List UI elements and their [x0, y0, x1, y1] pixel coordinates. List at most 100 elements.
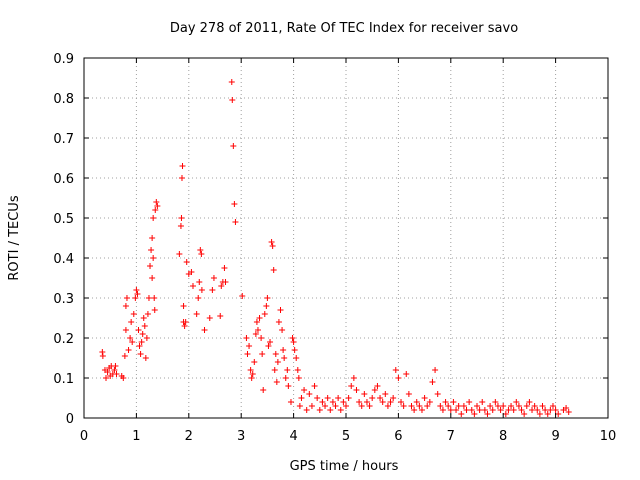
data-point: [195, 295, 202, 301]
data-point: [476, 407, 483, 413]
data-point: [291, 347, 298, 353]
data-point: [201, 327, 208, 333]
data-point: [254, 327, 261, 333]
data-point: [243, 335, 250, 341]
data-point: [221, 265, 228, 271]
data-point: [353, 387, 360, 393]
data-point: [481, 407, 488, 413]
data-point: [458, 411, 465, 417]
data-point: [121, 353, 128, 359]
data-point: [515, 403, 522, 409]
data-point: [460, 403, 467, 409]
data-point: [127, 335, 134, 341]
data-point: [179, 163, 186, 169]
data-point: [231, 201, 238, 207]
data-point: [263, 303, 270, 309]
data-point: [437, 403, 444, 409]
data-points: [99, 79, 572, 417]
data-point: [111, 367, 118, 373]
data-point: [363, 399, 370, 405]
data-point: [196, 279, 203, 285]
data-point: [544, 411, 551, 417]
data-point: [565, 409, 572, 415]
data-point: [149, 275, 156, 281]
x-tick-label: 3: [237, 429, 245, 444]
x-tick-label: 5: [342, 429, 350, 444]
data-point: [303, 407, 310, 413]
data-point: [279, 327, 286, 333]
data-point: [369, 395, 376, 401]
data-point: [405, 391, 412, 397]
data-point: [319, 399, 326, 405]
data-point: [138, 339, 145, 345]
data-point: [198, 287, 205, 293]
data-point: [290, 339, 297, 345]
data-point: [140, 315, 147, 321]
x-tick-label: 0: [80, 429, 88, 444]
data-point: [188, 269, 195, 275]
data-point: [271, 367, 278, 373]
data-point: [178, 215, 185, 221]
data-point: [218, 283, 225, 289]
data-point: [142, 355, 149, 361]
data-point: [287, 399, 294, 405]
data-point: [298, 395, 305, 401]
data-point: [217, 313, 224, 319]
data-point: [442, 399, 449, 405]
data-point: [253, 319, 260, 325]
data-point: [447, 407, 454, 413]
data-point: [99, 349, 106, 355]
data-point: [193, 311, 200, 317]
x-tick-label: 1: [132, 429, 140, 444]
x-tick-label: 8: [499, 429, 507, 444]
data-point: [468, 407, 475, 413]
data-point: [284, 367, 291, 373]
data-point: [335, 395, 342, 401]
data-point: [379, 399, 386, 405]
data-point: [539, 403, 546, 409]
data-point: [489, 407, 496, 413]
y-tick-label: 0.9: [53, 52, 74, 67]
x-tick-label: 2: [185, 429, 193, 444]
data-point: [306, 391, 313, 397]
data-point: [434, 391, 441, 397]
data-point: [261, 311, 268, 317]
data-point: [403, 371, 410, 377]
data-point: [177, 223, 184, 229]
data-point: [182, 319, 189, 325]
data-point: [281, 355, 288, 361]
x-tick-label: 9: [551, 429, 559, 444]
data-point: [143, 335, 150, 341]
data-point: [356, 399, 363, 405]
data-point: [150, 255, 157, 261]
data-point: [122, 327, 129, 333]
data-point: [269, 243, 276, 249]
data-point: [502, 411, 509, 417]
data-point: [258, 335, 265, 341]
data-point: [497, 407, 504, 413]
data-point: [521, 411, 528, 417]
data-point: [377, 395, 384, 401]
data-point: [268, 239, 275, 245]
data-point: [329, 399, 336, 405]
data-point: [128, 319, 135, 325]
data-point: [150, 215, 157, 221]
data-point: [432, 367, 439, 373]
data-point: [455, 403, 462, 409]
data-point: [136, 343, 143, 349]
data-point: [345, 395, 352, 401]
data-point: [314, 395, 321, 401]
chart-title: Day 278 of 2011, Rate Of TEC Index for r…: [170, 21, 518, 36]
data-point: [112, 363, 119, 369]
y-tick-label: 0.4: [53, 252, 74, 267]
data-point: [137, 351, 144, 357]
data-point: [508, 403, 515, 409]
data-point: [248, 375, 255, 381]
x-tick-label: 10: [600, 429, 617, 444]
data-point: [418, 407, 425, 413]
data-point: [183, 259, 190, 265]
data-point: [445, 403, 452, 409]
x-axis-label: GPS time / hours: [290, 459, 399, 474]
data-point: [277, 307, 284, 313]
y-tick-label: 0.5: [53, 212, 74, 227]
